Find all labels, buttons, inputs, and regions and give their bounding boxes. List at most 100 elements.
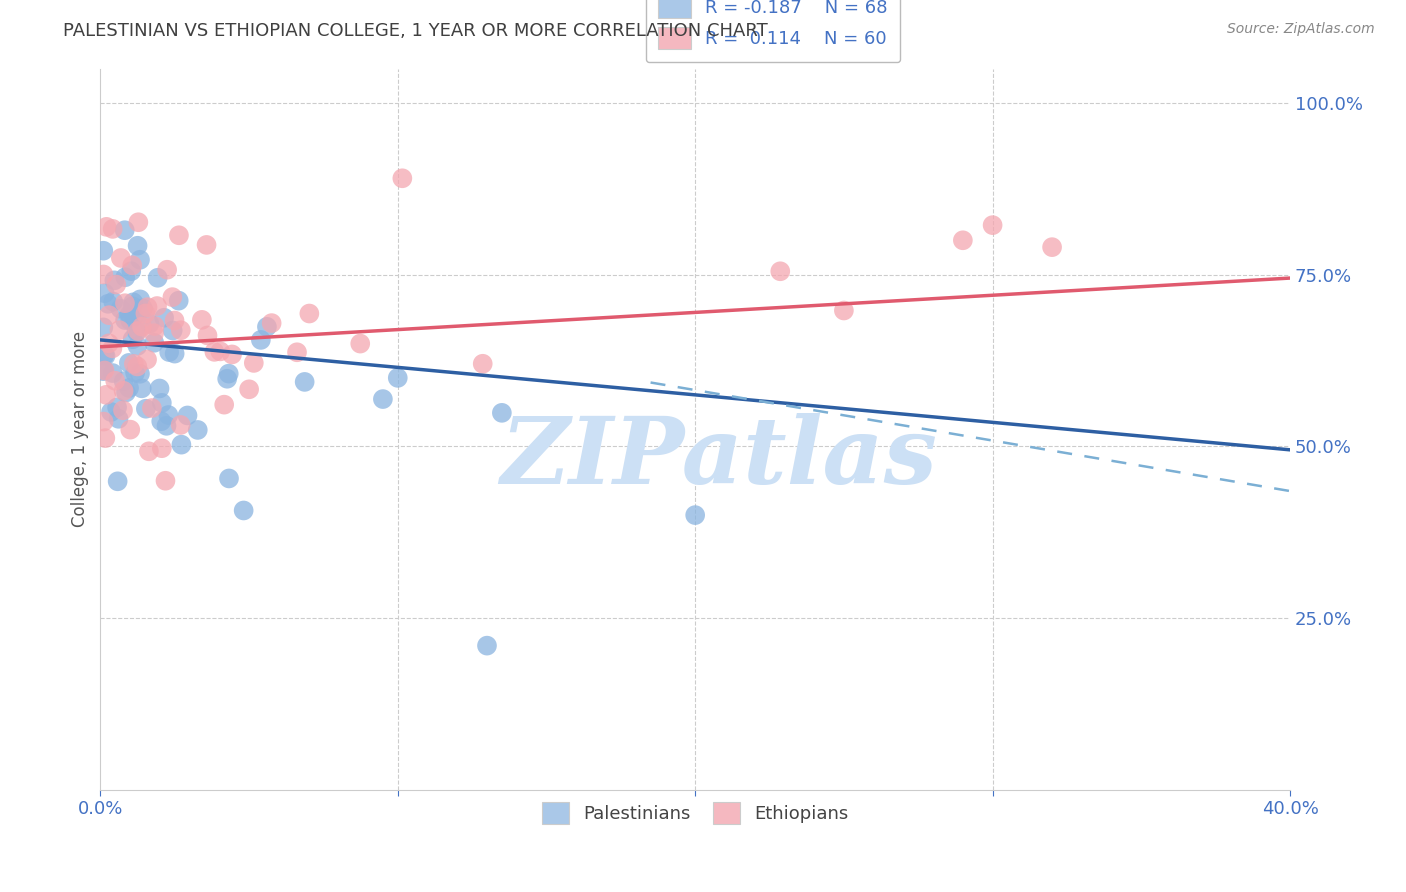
Point [170,437,193,451]
Point [170,417,193,432]
Point [120,313,142,327]
Point [156,262,179,277]
Point [108,323,131,337]
Point [260,316,283,330]
Point [167,228,190,243]
Point [150,414,173,428]
Point [952,233,974,247]
Point [143,326,166,341]
Point [195,238,218,252]
Point [127,339,149,353]
Point [129,367,152,381]
Point [187,423,209,437]
Point [103,273,125,287]
Point [107,475,129,489]
Point [202,344,225,359]
Point [104,374,127,388]
Point [146,299,169,313]
Point [115,385,138,400]
Point [101,342,124,356]
Point [93,348,115,362]
Text: Source: ZipAtlas.com: Source: ZipAtlas.com [1227,22,1375,37]
Point [148,382,170,396]
Y-axis label: College, 1 year or more: College, 1 year or more [72,331,89,527]
Point [105,277,128,292]
Point [132,301,155,316]
Point [114,270,136,285]
Point [93,363,115,377]
Point [111,403,134,417]
Point [217,372,239,386]
Point [93,286,115,301]
Point [125,325,148,339]
Point [150,396,173,410]
Point [121,299,143,313]
Point [136,300,159,314]
Point [232,503,254,517]
Point [120,264,142,278]
Point [112,384,135,398]
Point [101,366,124,380]
Point [157,408,180,422]
Point [93,415,115,429]
Point [391,171,413,186]
Point [1040,240,1063,254]
Point [167,293,190,308]
Point [114,296,136,310]
Point [141,401,163,415]
Point [212,398,235,412]
Point [101,222,124,236]
Point [120,423,142,437]
Point [243,356,266,370]
Point [131,381,153,395]
Point [118,381,141,395]
Point [129,252,152,267]
Point [197,328,219,343]
Point [143,335,166,350]
Point [110,301,132,316]
Point [112,374,135,388]
Point [122,295,145,310]
Point [135,401,157,416]
Point [96,388,118,402]
Point [221,347,243,361]
Point [103,294,125,309]
Point [124,366,146,380]
Point [218,471,240,485]
Point [146,270,169,285]
Point [218,367,240,381]
Point [256,319,278,334]
Point [981,218,1004,232]
Point [162,324,184,338]
Point [176,409,198,423]
Point [250,333,273,347]
Point [91,244,114,258]
Point [769,264,792,278]
Point [96,219,118,234]
Point [93,268,115,282]
Point [191,313,214,327]
Point [105,401,128,415]
Point [163,313,186,327]
Point [138,317,160,331]
Point [349,336,371,351]
Point [294,375,316,389]
Point [127,324,149,338]
Point [121,332,143,346]
Point [97,336,120,351]
Point [298,306,321,320]
Point [110,251,132,265]
Point [91,364,114,378]
Text: ZIPatlas: ZIPatlas [501,413,938,503]
Point [475,639,498,653]
Point [122,357,145,371]
Point [163,346,186,360]
Point [114,313,136,327]
Point [121,258,143,272]
Point [238,382,260,396]
Point [683,508,706,522]
Point [93,363,115,377]
Point [371,392,394,406]
Point [100,405,122,419]
Point [127,238,149,252]
